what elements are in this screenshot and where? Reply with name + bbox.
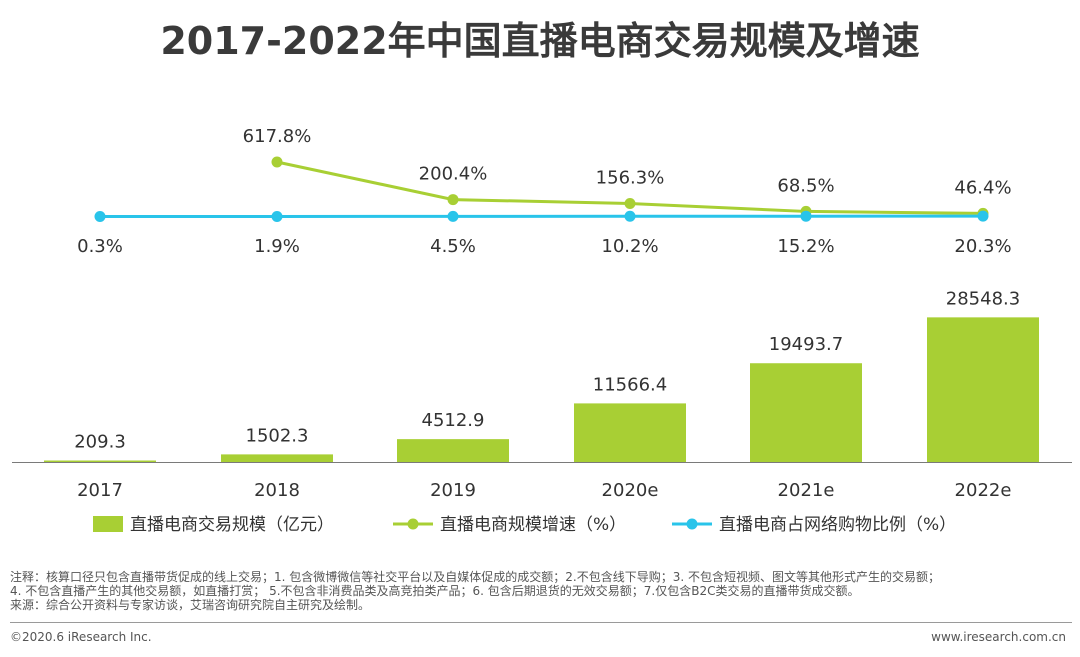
x-tick-label: 2017 <box>77 480 123 501</box>
growth-point <box>271 156 283 168</box>
legend-share-label: 直播电商占网络购物比例（%） <box>719 515 956 535</box>
share-value-label: 0.3% <box>77 236 123 257</box>
legend-bar-swatch <box>93 516 123 532</box>
x-tick-label: 2020e <box>602 480 659 501</box>
share-point <box>447 210 459 222</box>
notes-line-1: 注释：核算口径只包含直播带货促成的线上交易；1. 包含微博微信等社交平台以及自媒… <box>10 570 940 584</box>
bar-value-label: 4512.9 <box>422 410 485 431</box>
growth-value-label: 68.5% <box>777 175 834 196</box>
share-point <box>271 210 283 222</box>
x-tick-label: 2019 <box>430 480 476 501</box>
growth-value-label: 617.8% <box>243 126 312 147</box>
footer-website: www.iresearch.com.cn <box>931 630 1066 644</box>
share-value-label: 15.2% <box>777 236 834 257</box>
growth-value-label: 46.4% <box>954 177 1011 198</box>
bar-2019 <box>397 439 509 462</box>
notes-line-2: 4. 不包含直播产生的其他交易额，如直播打赏； 5.不包含非消费品类及高竞拍类产… <box>10 584 860 598</box>
bar-value-label: 11566.4 <box>593 374 667 395</box>
footer-copyright: ©2020.6 iResearch Inc. <box>10 630 152 644</box>
bar-value-label: 1502.3 <box>246 425 309 446</box>
bar-2020e <box>574 403 686 462</box>
legend-share-marker <box>686 518 698 530</box>
bar-2017 <box>44 460 156 462</box>
bar-2018 <box>221 454 333 462</box>
chart-title: 2017-2022年中国直播电商交易规模及增速 <box>160 19 920 63</box>
share-point <box>94 210 106 222</box>
share-value-label: 4.5% <box>430 236 476 257</box>
bar-value-label: 209.3 <box>74 432 126 453</box>
growth-point <box>447 194 459 206</box>
x-tick-label: 2022e <box>955 480 1012 501</box>
legend-growth-label: 直播电商规模增速（%） <box>440 515 626 535</box>
share-value-label: 10.2% <box>601 236 658 257</box>
growth-point <box>624 198 636 210</box>
growth-value-label: 156.3% <box>596 168 665 189</box>
footer-divider <box>10 622 1072 623</box>
notes-source: 来源：综合公开资料与专家访谈，艾瑞咨询研究院自主研究及绘制。 <box>10 598 371 612</box>
bar-2021e <box>750 363 862 462</box>
legend-growth-marker <box>407 518 419 530</box>
bar-value-label: 28548.3 <box>946 288 1020 309</box>
share-value-label: 20.3% <box>954 236 1011 257</box>
x-tick-label: 2021e <box>778 480 835 501</box>
x-tick-label: 2018 <box>254 480 300 501</box>
bar-value-label: 19493.7 <box>769 334 843 355</box>
legend-bar-label: 直播电商交易规模（亿元） <box>130 515 334 535</box>
share-point <box>624 210 636 222</box>
share-point <box>800 210 812 222</box>
chart-canvas: 209.3 1502.3 4512.9 11566.4 19493.7 28548.3 20… <box>12 126 1072 535</box>
share-value-label: 1.9% <box>254 236 300 257</box>
share-point <box>977 210 989 222</box>
bar-2022e <box>927 317 1039 462</box>
growth-value-label: 200.4% <box>419 164 488 185</box>
notes-block: 注释：核算口径只包含直播带货促成的线上交易；1. 包含微博微信等社交平台以及自媒… <box>10 570 1072 612</box>
